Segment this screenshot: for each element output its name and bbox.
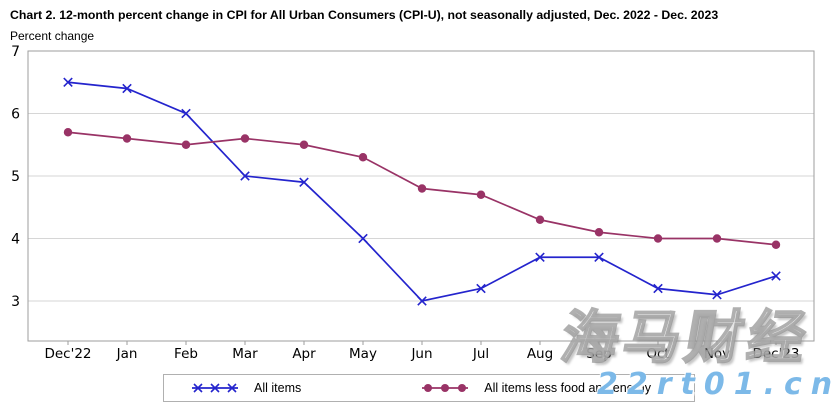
svg-text:5: 5 <box>11 169 20 185</box>
svg-text:Feb: Feb <box>174 346 198 362</box>
legend-item-all-items: All items <box>191 381 301 395</box>
svg-text:May: May <box>349 346 377 362</box>
legend-label-core: All items less food and energy <box>484 381 651 395</box>
series-all-items <box>63 77 781 306</box>
svg-text:7: 7 <box>11 44 20 60</box>
legend-marker-all-items <box>192 383 238 393</box>
plot-border <box>27 50 815 342</box>
chart-legend: All items All items less food and energy <box>163 374 695 402</box>
legend-item-core: All items less food and energy <box>421 381 651 395</box>
svg-text:Dec'22: Dec'22 <box>44 346 91 362</box>
legend-marker-core <box>422 384 469 392</box>
svg-text:6: 6 <box>11 107 20 123</box>
svg-text:Dec'23: Dec'23 <box>752 346 799 362</box>
svg-text:3: 3 <box>11 294 20 310</box>
svg-text:Jan: Jan <box>116 346 138 362</box>
svg-text:Jun: Jun <box>410 346 432 362</box>
legend-label-all-items: All items <box>254 381 302 395</box>
gridlines <box>28 113 814 302</box>
svg-text:Apr: Apr <box>292 346 316 362</box>
svg-text:Sep: Sep <box>586 346 611 362</box>
chart-title: Chart 2. 12-month percent change in CPI … <box>10 8 719 22</box>
y-axis-caption: Percent change <box>10 29 95 43</box>
svg-text:Oct: Oct <box>646 346 669 362</box>
svg-text:Mar: Mar <box>232 346 258 362</box>
y-axis-labels: 3 4 5 6 7 <box>11 44 20 310</box>
svg-text:Nov: Nov <box>704 346 730 362</box>
svg-text:4: 4 <box>11 232 20 248</box>
svg-text:Aug: Aug <box>527 346 553 362</box>
svg-text:Jul: Jul <box>472 346 489 362</box>
series-all-items-less-food-and-energy <box>63 128 781 249</box>
x-axis-labels: Dec'22 Jan Feb Mar Apr May Jun Jul Aug Sep Oct Nov D… <box>44 341 800 362</box>
